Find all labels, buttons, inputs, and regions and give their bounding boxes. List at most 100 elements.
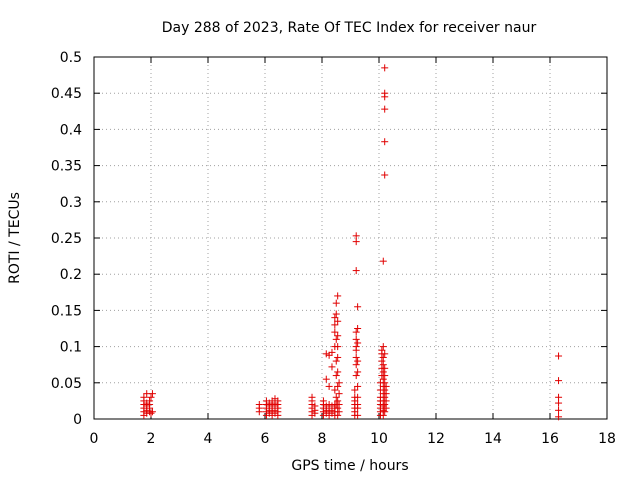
data-point bbox=[334, 317, 342, 325]
y-tick-label: 0.2 bbox=[60, 267, 82, 283]
data-point bbox=[332, 393, 340, 401]
data-point bbox=[325, 382, 333, 390]
data-point bbox=[334, 353, 342, 361]
data-point bbox=[335, 408, 343, 416]
ticks-layer: 0 2 4 6 8 10 12 14 16 18 0 0.05 0.1 0.15 0.2 0.25 0.3 0.3… bbox=[51, 50, 616, 447]
data-point bbox=[379, 343, 387, 351]
data-point bbox=[352, 361, 360, 369]
x-tick-label: 6 bbox=[261, 431, 270, 447]
data-point bbox=[352, 353, 360, 361]
data-point bbox=[335, 401, 343, 409]
data-point bbox=[319, 397, 327, 405]
y-tick-label: 0.1 bbox=[60, 340, 82, 356]
points-layer bbox=[140, 64, 563, 421]
data-point bbox=[308, 393, 316, 401]
data-point bbox=[382, 390, 390, 398]
x-tick-label: 10 bbox=[370, 431, 388, 447]
data-point bbox=[382, 382, 390, 390]
y-tick-label: 0.4 bbox=[60, 122, 82, 138]
data-point bbox=[555, 406, 563, 414]
data-point bbox=[354, 393, 362, 401]
data-point bbox=[379, 353, 387, 361]
data-point bbox=[381, 386, 389, 394]
data-point bbox=[381, 350, 389, 358]
y-tick-label: 0.25 bbox=[51, 231, 82, 247]
data-point bbox=[379, 257, 387, 265]
data-point bbox=[328, 348, 336, 356]
data-point bbox=[334, 404, 342, 412]
y-tick-label: 0 bbox=[73, 412, 82, 428]
data-point bbox=[378, 357, 386, 365]
data-point bbox=[381, 372, 389, 380]
data-point bbox=[379, 375, 387, 383]
data-point bbox=[379, 368, 387, 376]
x-tick-label: 18 bbox=[598, 431, 616, 447]
data-point bbox=[147, 393, 155, 401]
data-point bbox=[381, 64, 389, 72]
data-point bbox=[140, 393, 148, 401]
data-point bbox=[381, 393, 389, 401]
data-point bbox=[379, 361, 387, 369]
x-tick-label: 14 bbox=[484, 431, 502, 447]
data-point bbox=[332, 310, 340, 318]
data-point bbox=[334, 411, 342, 419]
data-point bbox=[331, 314, 339, 322]
data-point bbox=[354, 325, 362, 332]
x-tick-label: 12 bbox=[427, 431, 445, 447]
x-tick-label: 4 bbox=[204, 431, 213, 447]
data-point bbox=[381, 89, 389, 97]
data-point bbox=[334, 332, 342, 340]
data-point bbox=[325, 351, 333, 359]
data-point bbox=[335, 390, 343, 398]
y-tick-label: 0.35 bbox=[51, 159, 82, 175]
data-point bbox=[148, 408, 156, 416]
data-point bbox=[382, 397, 390, 405]
data-point bbox=[354, 411, 362, 419]
data-point bbox=[352, 343, 360, 351]
data-point bbox=[335, 379, 343, 387]
data-point bbox=[331, 321, 339, 329]
data-point bbox=[334, 382, 342, 390]
data-point bbox=[332, 335, 340, 343]
data-point bbox=[354, 401, 362, 409]
data-point bbox=[555, 413, 563, 421]
x-tick-label: 0 bbox=[90, 431, 99, 447]
y-tick-label: 0.15 bbox=[51, 303, 82, 319]
data-point bbox=[352, 372, 360, 380]
data-point bbox=[381, 408, 389, 416]
x-axis-label: GPS time / hours bbox=[291, 458, 408, 474]
data-point bbox=[331, 386, 339, 394]
chart-title: Day 288 of 2023, Rate Of TEC Index for r… bbox=[162, 20, 537, 36]
data-point bbox=[351, 386, 359, 394]
data-point bbox=[352, 328, 360, 336]
data-point bbox=[334, 292, 342, 300]
data-point bbox=[381, 379, 389, 387]
data-point bbox=[381, 138, 389, 146]
y-tick-label: 0.3 bbox=[60, 195, 82, 211]
y-axis-label: ROTI / TECUs bbox=[7, 192, 23, 284]
data-point bbox=[334, 397, 342, 405]
data-point bbox=[332, 299, 340, 307]
data-point bbox=[352, 232, 360, 240]
data-point bbox=[381, 171, 389, 179]
data-point bbox=[382, 404, 390, 412]
data-point bbox=[354, 357, 362, 365]
data-point bbox=[354, 303, 362, 311]
grid-layer bbox=[94, 57, 607, 419]
data-point bbox=[328, 363, 336, 371]
data-point bbox=[555, 393, 563, 401]
data-point bbox=[381, 401, 389, 409]
data-point bbox=[381, 364, 389, 372]
data-point bbox=[352, 267, 360, 275]
data-point bbox=[322, 350, 330, 358]
y-tick-label: 0.45 bbox=[51, 86, 82, 102]
x-tick-label: 2 bbox=[147, 431, 156, 447]
data-point bbox=[322, 375, 330, 383]
data-point bbox=[332, 372, 340, 380]
x-tick-label: 16 bbox=[541, 431, 559, 447]
data-point bbox=[555, 352, 563, 360]
data-point bbox=[352, 335, 360, 343]
data-point bbox=[146, 397, 154, 405]
data-point bbox=[555, 377, 563, 385]
